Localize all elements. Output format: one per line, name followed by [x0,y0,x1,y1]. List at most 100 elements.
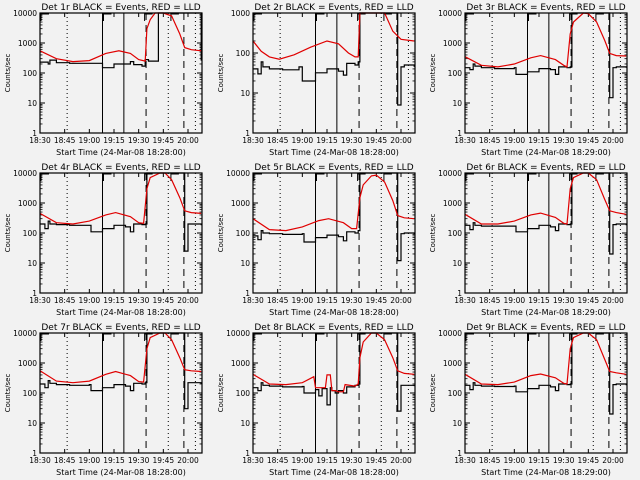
y-tick-label: 1000 [231,199,250,208]
panel-title: Det 1r BLACK = Events, RED = LLD [41,3,200,13]
x-tick-label: 20:00 [390,456,412,465]
flag-bracket [465,333,474,341]
y-tick-label: 1 [245,289,250,298]
series-line-lld [252,332,415,393]
flag-bracket [144,173,153,181]
plot-frame [39,172,203,294]
y-tick-label: 100 [448,69,463,78]
x-tick-label: 18:45 [54,296,76,305]
y-axis-label: Counts/sec [217,214,225,253]
x-tick-label: 18:30 [454,456,476,465]
y-tick-label: 10000 [226,329,250,338]
flag-bracket [527,173,537,181]
panel-det-6: Det 6r BLACK = Events, RED = LLD Counts/s… [429,163,628,317]
y-tick-label: 10 [27,99,37,108]
series-line-events [40,332,202,410]
y-tick-label: 10000 [226,169,250,178]
series-line-lld [464,172,627,225]
y-tick-label: 10 [240,259,250,268]
x-tick-label: 18:45 [479,296,501,305]
x-axis-label: Start Time (24-Mar-08 18:29:00) [481,308,611,317]
flag-bracket [357,333,366,341]
x-tick-label: 19:45 [153,296,175,305]
x-axis-label: Start Time (24-Mar-08 18:28:00) [56,148,186,157]
y-axis-label: Counts/sec [429,374,437,413]
series-line-lld [252,12,415,60]
series-line-lld [252,174,415,232]
flag-bracket [357,173,366,181]
panel-det-8: Det 8r BLACK = Events, RED = LLD Counts/s… [217,323,416,477]
flag-bracket [40,333,49,341]
panel-det-1: Det 1r BLACK = Events, RED = LLD Counts/s… [4,3,203,157]
panel-title: Det 8r BLACK = Events, RED = LLD [254,323,413,333]
y-tick-label: 1 [245,449,250,458]
plot-frame [252,172,416,294]
y-tick-label: 1000 [443,359,462,368]
y-axis-label: Counts/sec [217,374,225,413]
series-line-lld [464,332,627,386]
panel-det-3: Det 3r BLACK = Events, RED = LLD Counts/s… [429,3,628,157]
flag-bracket [527,13,537,21]
y-tick-label: 10000 [13,169,37,178]
flag-bracket [253,173,262,181]
x-tick-label: 18:45 [54,136,76,145]
x-tick-label: 20:00 [177,296,199,305]
y-tick-label: 10000 [438,9,462,18]
x-tick-label: 19:45 [578,296,600,305]
flag-bracket [315,173,325,181]
y-tick-label: 1 [457,449,462,458]
plot-frame [464,12,628,134]
y-tick-label: 1 [32,289,37,298]
x-tick-label: 19:45 [153,136,175,145]
x-tick-label: 19:30 [553,136,575,145]
panel-title: Det 9r BLACK = Events, RED = LLD [466,323,625,333]
y-tick-label: 1 [32,449,37,458]
y-tick-label: 1000 [18,199,37,208]
flag-bracket [102,333,112,341]
y-tick-label: 100 [448,229,463,238]
plot-frame [464,172,628,294]
flag-bracket [40,173,49,181]
flag-bracket [383,173,392,181]
x-tick-label: 19:45 [366,296,388,305]
panel-title: Det 3r BLACK = Events, RED = LLD [466,3,625,13]
panel-title: Det 4r BLACK = Events, RED = LLD [41,163,200,173]
series-line-events [253,12,415,106]
y-tick-label: 10 [452,99,462,108]
y-tick-label: 1000 [231,359,250,368]
flag-bracket [527,333,537,341]
flag-bracket [569,333,578,341]
x-tick-label: 19:30 [128,136,150,145]
x-axis-label: Start Time (24-Mar-08 18:28:00) [269,308,399,317]
y-tick-label: 10000 [13,329,37,338]
flag-bracket [102,173,112,181]
x-tick-label: 19:15 [528,296,550,305]
x-tick-label: 18:45 [479,136,501,145]
flag-bracket [569,13,578,21]
x-tick-label: 18:30 [29,296,51,305]
x-tick-label: 19:45 [366,456,388,465]
x-tick-label: 19:15 [103,296,125,305]
y-tick-label: 1000 [18,39,37,48]
x-tick-label: 20:00 [177,136,199,145]
y-tick-label: 10 [452,259,462,268]
flag-bracket [357,13,366,21]
x-tick-label: 20:00 [390,296,412,305]
x-tick-label: 18:45 [267,296,289,305]
x-tick-label: 19:45 [578,456,600,465]
series-line-lld [39,332,202,384]
x-tick-label: 19:00 [504,296,526,305]
y-axis-label: Counts/sec [4,214,12,253]
y-axis-label: Counts/sec [217,54,225,93]
y-tick-label: 100 [448,389,463,398]
x-tick-label: 19:30 [553,456,575,465]
y-tick-label: 10000 [13,9,37,18]
y-tick-label: 10000 [438,329,462,338]
x-tick-label: 19:30 [128,296,150,305]
x-tick-label: 18:30 [242,136,264,145]
series-line-lld [39,172,202,225]
x-tick-label: 19:00 [79,296,101,305]
y-tick-label: 1000 [443,199,462,208]
plot-frame [252,12,416,134]
y-axis-label: Counts/sec [4,374,12,413]
